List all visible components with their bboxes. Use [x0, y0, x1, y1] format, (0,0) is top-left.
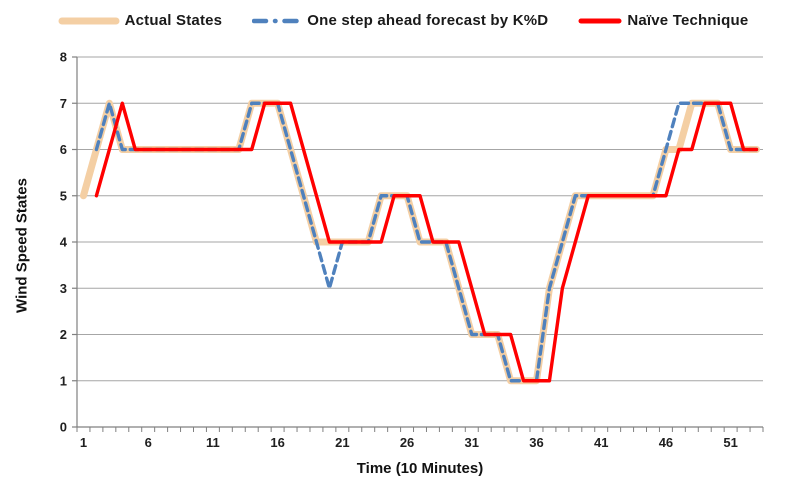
x-tick-label: 41 — [594, 435, 608, 450]
y-tick-label: 5 — [60, 188, 67, 203]
x-tick-label: 21 — [335, 435, 349, 450]
legend-label-naive: Naïve Technique — [627, 12, 749, 29]
x-tick-label: 1 — [80, 435, 87, 450]
x-tick-label: 46 — [659, 435, 673, 450]
series-line-na-ve-technique — [94, 101, 759, 383]
legend: Actual States One step ahead forecast by… — [0, 12, 806, 29]
x-axis-title: Time (10 Minutes) — [356, 460, 484, 477]
x-tick-label: 6 — [145, 435, 152, 450]
y-tick-label: 1 — [60, 373, 67, 388]
legend-item-naive: Naïve Technique — [578, 12, 748, 29]
legend-marker-naive-icon — [578, 18, 622, 23]
legend-label-forecast: One step ahead forecast by K%D — [307, 12, 549, 29]
legend-item-actual-states: Actual States — [58, 12, 223, 29]
y-tick-label: 8 — [60, 50, 67, 65]
legend-item-forecast: One step ahead forecast by K%D — [252, 12, 548, 29]
x-tick-label: 26 — [400, 435, 414, 450]
legend-marker-actual-icon — [58, 17, 120, 24]
y-tick-label: 4 — [60, 235, 68, 250]
y-tick-label: 7 — [60, 96, 67, 111]
y-tick-label: 6 — [60, 142, 67, 157]
x-tick-label: 16 — [270, 435, 284, 450]
x-tick-label: 11 — [206, 435, 220, 450]
legend-marker-forecast-icon — [252, 18, 303, 23]
x-tick-label: 51 — [723, 435, 737, 450]
x-tick-label: 36 — [529, 435, 543, 450]
y-tick-label: 3 — [60, 281, 67, 296]
legend-label-actual-states: Actual States — [124, 12, 223, 29]
y-tick-label: 2 — [60, 327, 67, 342]
x-tick-label: 31 — [465, 435, 479, 450]
y-axis-title: Wind Speed States — [13, 178, 31, 313]
y-tick-label: 0 — [60, 420, 67, 435]
